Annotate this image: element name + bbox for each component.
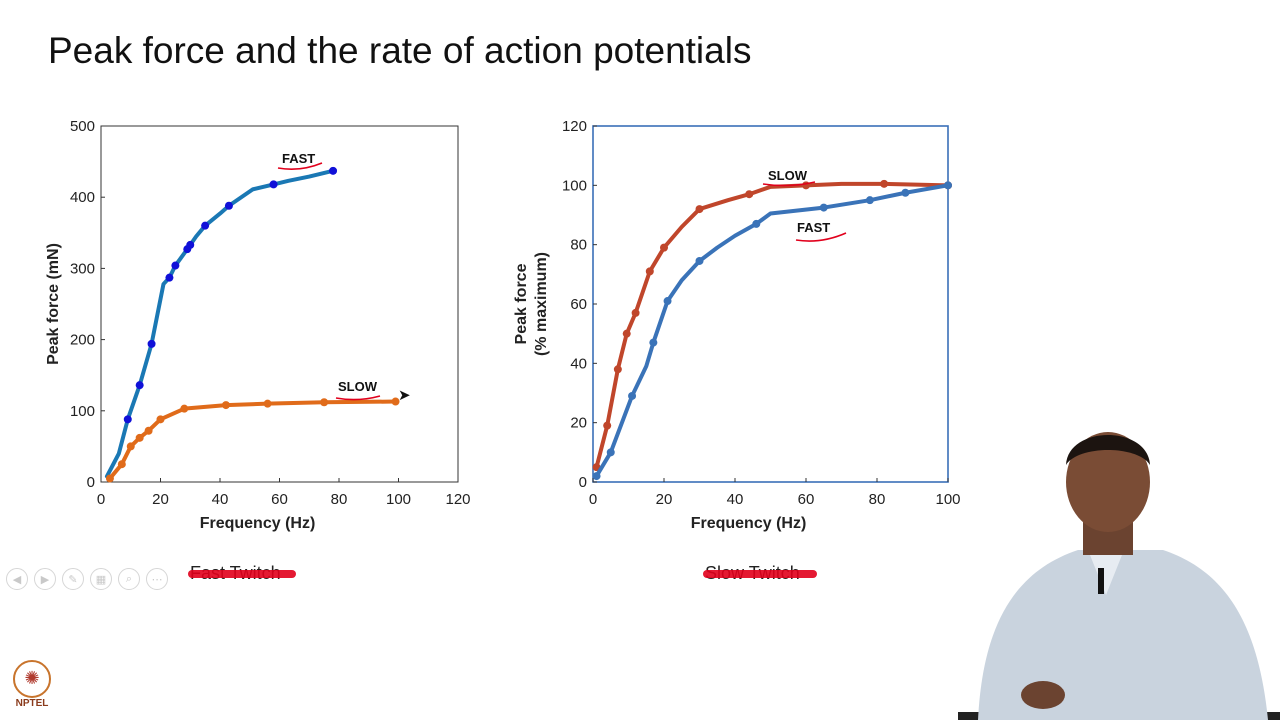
chart-2-series-slow-point bbox=[880, 179, 889, 188]
mouse-cursor-icon: ➤ bbox=[398, 386, 411, 404]
chart-1-series-fast-point bbox=[147, 339, 156, 348]
chart-1-series-fast-point bbox=[186, 240, 195, 249]
chart-1-series-fast-point bbox=[165, 273, 174, 282]
chart-2-y-tick-label: 120 bbox=[562, 118, 587, 135]
chart-1-x-tick-label: 120 bbox=[445, 491, 470, 508]
chart-2-series-slow-point bbox=[660, 243, 668, 252]
chart-2-series-fast-line bbox=[594, 183, 950, 479]
chart-1-x-tick-label: 0 bbox=[97, 491, 105, 508]
chart-1-series-fast-point bbox=[135, 381, 144, 390]
chart-1-x-tick-label: 40 bbox=[212, 491, 229, 508]
chart-1-x-tick-label: 100 bbox=[386, 491, 411, 508]
more-icon[interactable]: ⋯ bbox=[146, 568, 168, 590]
chart-2-series-slow-point bbox=[745, 190, 754, 199]
chart-2-annotation-underline bbox=[762, 181, 816, 187]
chart-2-x-tick-label: 0 bbox=[589, 491, 597, 508]
chart-2-series-fast-point bbox=[944, 181, 952, 190]
chart-2-series-fast-point bbox=[865, 196, 874, 205]
chart-2-y-tick-label: 20 bbox=[570, 415, 587, 432]
chart-1-annotation-underline bbox=[277, 162, 323, 170]
chart-2-series-slow-point bbox=[695, 205, 704, 214]
chart-2-annotation-slow: SLOW bbox=[768, 168, 808, 183]
chart-2-series-fast-point bbox=[752, 219, 761, 228]
chart-1-y-tick-label: 400 bbox=[70, 189, 95, 206]
strike-mark-right bbox=[703, 570, 817, 578]
chart-2-series-slow-point bbox=[622, 329, 631, 338]
chart-2-series-slow-point bbox=[631, 308, 640, 317]
chart-2-y-axis-label: Peak force bbox=[513, 263, 530, 344]
chart-1-x-tick-label: 80 bbox=[331, 491, 348, 508]
chart-2-series-fast-point bbox=[649, 338, 658, 347]
slide-toolbar: ◀ ▶ ✎ ▦ ⌕ ⋯ bbox=[6, 568, 168, 590]
chart-1-y-tick-label: 300 bbox=[70, 260, 95, 277]
chart-1-series-slow-point bbox=[135, 433, 144, 442]
chart-2-y-tick-label: 80 bbox=[570, 237, 587, 254]
chart-1-series-slow-point bbox=[180, 404, 189, 413]
chart-1-y-axis-label: Peak force (mN) bbox=[45, 243, 62, 365]
grid-icon[interactable]: ▦ bbox=[90, 568, 112, 590]
presenter-video bbox=[958, 432, 1280, 720]
chart-2-y-tick-label: 100 bbox=[562, 177, 587, 194]
chart-1-series-slow-point bbox=[263, 399, 272, 408]
chart-1-series-slow-point bbox=[320, 398, 329, 407]
chart-1-y-tick-label: 0 bbox=[87, 474, 95, 491]
chart-1-x-tick-label: 20 bbox=[152, 491, 169, 508]
chart-2-series-slow-point bbox=[613, 365, 622, 374]
chart-2-x-tick-label: 40 bbox=[727, 491, 744, 508]
zoom-icon[interactable]: ⌕ bbox=[118, 568, 140, 590]
chart-1-x-axis-label: Frequency (Hz) bbox=[200, 515, 316, 532]
chart-2-y-axis-label-2: (% maximum) bbox=[533, 252, 550, 356]
chart-1-series-fast-point bbox=[224, 201, 233, 210]
chart-1-annotation-underline bbox=[335, 395, 381, 401]
chart-2-series-fast-point bbox=[663, 297, 672, 306]
pen-icon[interactable]: ✎ bbox=[62, 568, 84, 590]
chart-2-series-fast-point bbox=[901, 188, 910, 197]
chart-2-annotation-underline bbox=[795, 232, 847, 242]
chart-1-series-fast-point bbox=[201, 221, 210, 230]
prev-icon[interactable]: ◀ bbox=[6, 568, 28, 590]
chart-2-x-tick-label: 60 bbox=[798, 491, 815, 508]
chart-2-series-fast-point bbox=[592, 472, 601, 481]
chart-1-plot-area bbox=[100, 125, 459, 483]
chart-2-x-axis-label: Frequency (Hz) bbox=[691, 515, 807, 532]
chart-2-x-tick-label: 20 bbox=[656, 491, 673, 508]
nptel-logo-icon: ✺ bbox=[13, 660, 51, 698]
chart-1-series-slow-point bbox=[391, 397, 400, 406]
chart-2-y-tick-label: 40 bbox=[570, 355, 587, 372]
chart-2-y-tick-label: 0 bbox=[579, 474, 587, 491]
chart-1-series-slow-point bbox=[156, 415, 165, 424]
chart-1-series-slow-point bbox=[117, 460, 126, 469]
chart-1-series-slow-point bbox=[126, 442, 135, 451]
chart-2-series-slow-point bbox=[645, 267, 654, 276]
chart-2-y-tick-label: 60 bbox=[570, 296, 587, 313]
chart-2-x-tick-label: 100 bbox=[935, 491, 960, 508]
chart-1-series-fast-point bbox=[269, 180, 278, 189]
nptel-logo: ✺ NPTEL bbox=[12, 660, 52, 709]
chart-1-series-fast-point bbox=[329, 166, 338, 175]
chart-1-y-tick-label: 200 bbox=[70, 332, 95, 349]
chart-1-series-fast-point bbox=[171, 261, 180, 270]
chart-1-y-tick-label: 500 bbox=[70, 118, 95, 135]
nptel-logo-text: NPTEL bbox=[15, 698, 49, 709]
chart-1-series-slow-point bbox=[105, 474, 114, 483]
next-icon[interactable]: ▶ bbox=[34, 568, 56, 590]
chart-2-series-fast-point bbox=[695, 256, 704, 265]
chart-1-series-slow-point bbox=[221, 401, 230, 410]
chart-2-series-slow-line bbox=[594, 181, 950, 470]
strike-mark-left bbox=[188, 570, 296, 578]
chart-2-series-fast-point bbox=[628, 391, 637, 400]
chart-2-series-slow-point bbox=[603, 421, 612, 430]
chart-1-annotation-slow: SLOW bbox=[338, 379, 378, 394]
chart-2-x-tick-label: 80 bbox=[869, 491, 886, 508]
chart-1-x-tick-label: 60 bbox=[271, 491, 288, 508]
slide-title: Peak force and the rate of action potent… bbox=[48, 30, 752, 71]
chart-2-annotation-fast: FAST bbox=[797, 220, 830, 235]
chart-2-series-fast-point bbox=[606, 448, 615, 457]
chart-1-series-fast-point bbox=[123, 415, 132, 424]
chart-1-annotation-fast: FAST bbox=[282, 151, 315, 166]
chart-2-series-fast-point bbox=[819, 203, 828, 212]
chart-1-y-tick-label: 100 bbox=[70, 403, 95, 420]
chart-1-series-slow-point bbox=[144, 426, 153, 435]
